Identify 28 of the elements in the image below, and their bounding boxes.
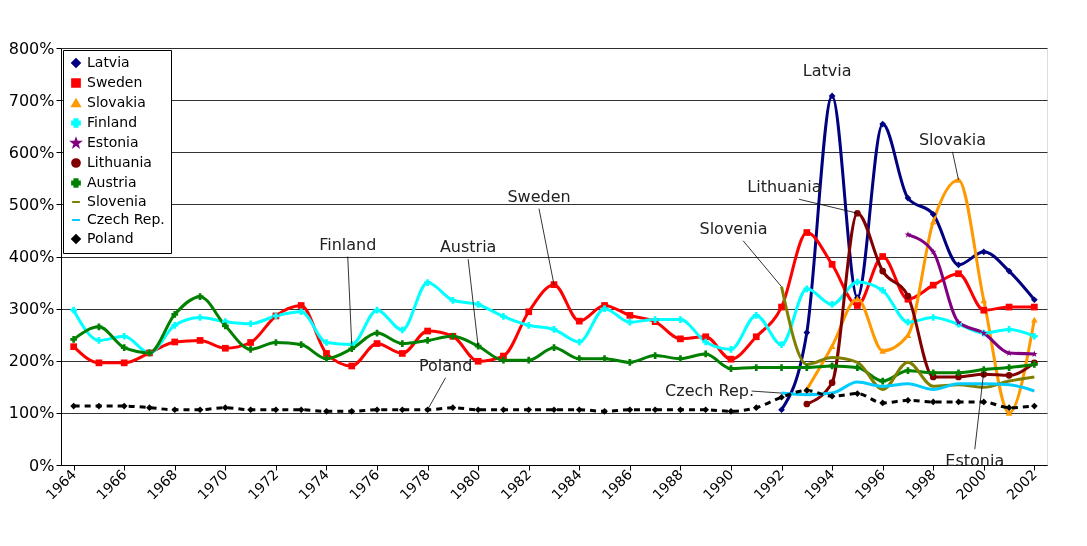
y-tick-label: 500% [8,194,55,214]
legend-label: Austria [87,174,137,190]
legend-label: Slovakia [87,94,146,110]
legend-label: Latvia [87,54,130,70]
legend-label: Estonia [87,134,139,150]
y-tick-label: 300% [8,299,55,319]
legend-label: Finland [87,114,138,130]
legend-label: Czech Rep. [87,211,165,227]
annotation: Czech Rep. [665,381,754,401]
legend-label: Sweden [87,74,143,90]
y-tick-label: 400% [8,247,55,266]
annotation: Slovenia [699,218,768,238]
legend-label: Poland [87,230,134,246]
y-tick-label: 100% [8,403,55,423]
annotation: Finland [319,234,377,254]
annotation: Sweden [507,186,571,206]
annotation: Austria [439,237,497,257]
annotation: Latvia [802,60,852,80]
y-tick-label: 700% [8,90,55,110]
y-tick-label: 600% [8,142,55,162]
legend-label: Lithuania [87,154,152,170]
y-tick-label: 0% [29,455,55,475]
legend-label: Slovenia [87,193,147,209]
annotation: Estonia [945,451,1005,471]
y-tick-label: 200% [8,351,55,371]
annotation: Slovakia [918,129,987,149]
annotation: Poland [418,355,473,375]
y-tick-label: 800% [8,38,55,58]
